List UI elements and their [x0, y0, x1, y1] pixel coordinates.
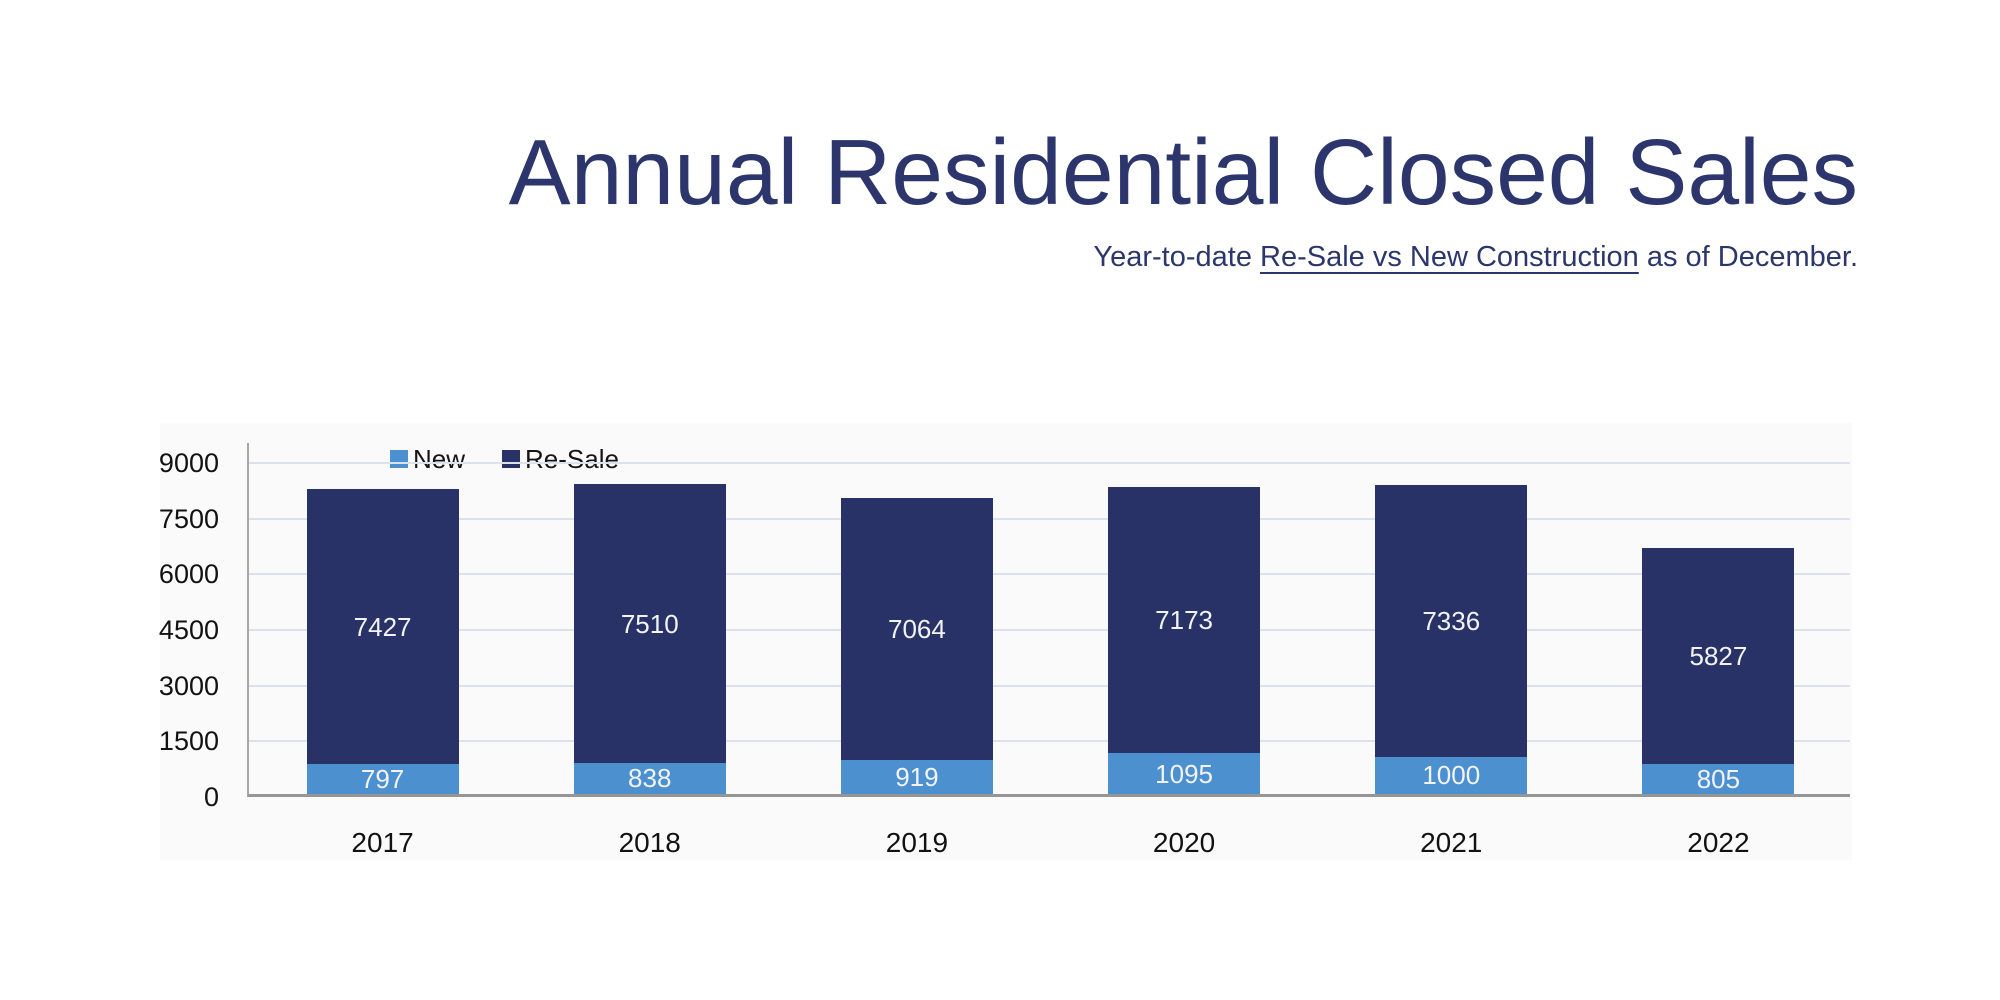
x-tick-label: 2020 [1152, 827, 1216, 858]
legend-label: New [413, 444, 466, 474]
resale-value-label: 7427 [353, 611, 412, 642]
bar-group: 5827 805 [1642, 547, 1795, 795]
legend-label: Re-Sale [525, 444, 619, 474]
legend-item: Re-Sale [502, 446, 619, 472]
bar-group: 7173 1095 [1108, 487, 1261, 794]
bar-group: 7064 919 [840, 497, 993, 794]
x-tick-label: 2021 [1420, 827, 1483, 858]
bar-segment-new: 805 [1642, 764, 1795, 795]
y-tick-label: 3000 [158, 670, 219, 701]
bar-segment-resale: 5827 [1642, 547, 1795, 765]
resale-value-label: 7173 [1155, 605, 1213, 636]
bar-group: 7427 797 [306, 488, 459, 795]
bar-segment-new: 797 [306, 764, 459, 795]
y-tick-label: 0 [203, 782, 219, 812]
bar-segment-resale: 7427 [306, 488, 459, 765]
bar-segment-resale: 7336 [1375, 484, 1528, 757]
y-tick-label: 7500 [158, 503, 219, 534]
bar-segment-new: 1095 [1108, 753, 1261, 794]
bar-segment-resale: 7510 [573, 484, 726, 763]
page-subtitle: Year-to-date Re-Sale vs New Construction… [509, 241, 1858, 274]
page-title: Annual Residential Closed Sales [508, 120, 1858, 224]
y-tick-label: 6000 [158, 559, 219, 590]
y-tick-label: 9000 [158, 448, 219, 478]
x-tick-label: 2017 [351, 827, 414, 858]
gridline [249, 517, 1850, 520]
bar-segment-resale: 7064 [840, 497, 993, 760]
legend-swatch [502, 450, 521, 468]
subtitle-underlined-text: Re-Sale vs New Construction [1260, 241, 1639, 273]
bar-group: 7510 838 [573, 484, 726, 794]
subtitle-prefix: Year-to-date [1093, 241, 1261, 273]
resale-value-label: 5827 [1689, 641, 1748, 671]
new-value-label: 805 [1696, 764, 1741, 795]
x-tick-label: 2022 [1687, 827, 1750, 858]
bar-segment-new: 1000 [1375, 756, 1528, 794]
new-value-label: 1095 [1155, 758, 1213, 789]
gridline [249, 629, 1850, 631]
x-tick-label: 2019 [885, 827, 949, 858]
new-value-label: 1000 [1422, 760, 1481, 791]
gridline [249, 740, 1850, 743]
new-value-label: 919 [895, 761, 939, 792]
gridline [249, 684, 1850, 687]
legend-swatch [390, 450, 408, 468]
subtitle-suffix: as of December. [1638, 241, 1858, 273]
new-value-label: 797 [360, 764, 405, 795]
bar-group: 7336 1000 [1375, 484, 1528, 794]
y-tick-label: 4500 [158, 615, 219, 645]
bar-segment-resale: 7173 [1108, 487, 1261, 754]
bar-segment-new: 838 [573, 762, 726, 794]
plot-area: New Re-Sale 0 1500 3000 4500 6000 7500 9000 7427… [159, 443, 1850, 858]
y-tick-label: 1500 [158, 726, 219, 757]
gridline [249, 573, 1850, 576]
resale-value-label: 7336 [1422, 605, 1481, 636]
resale-value-label: 7064 [887, 613, 946, 644]
new-value-label: 838 [628, 763, 672, 794]
legend: New Re-Sale [390, 446, 619, 472]
chart-header: Annual Residential Closed Sales Year-to-… [509, 126, 1858, 274]
resale-value-label: 7510 [620, 608, 679, 639]
x-tick-label: 2018 [618, 827, 681, 858]
gridline [249, 462, 1850, 464]
legend-item: New [390, 446, 465, 472]
bar-segment-new: 919 [840, 759, 993, 794]
